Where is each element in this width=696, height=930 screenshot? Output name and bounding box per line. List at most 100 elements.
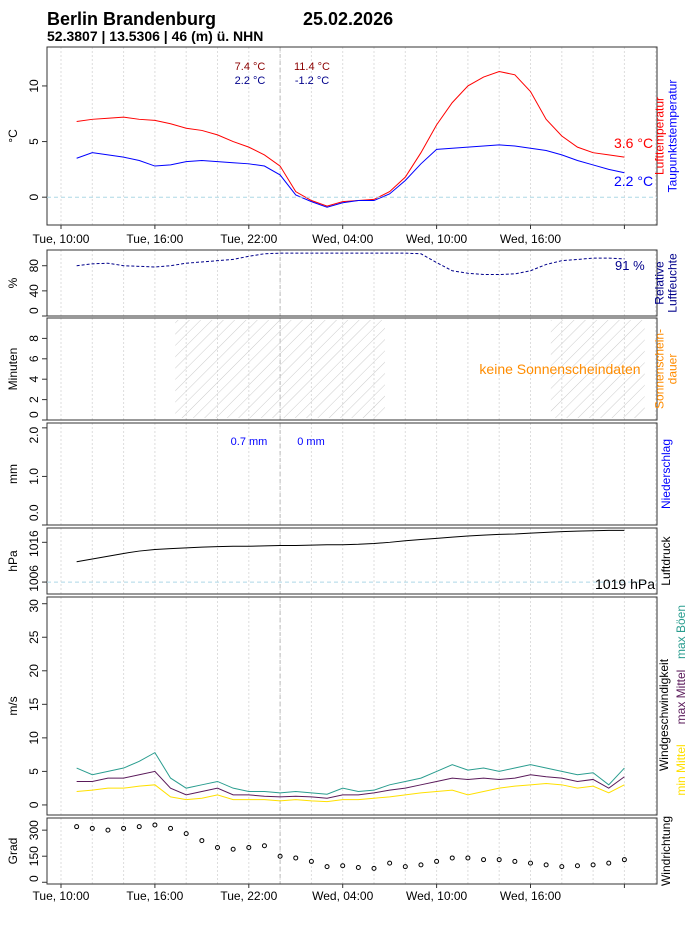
panel-wind_direction: 0 150 300 Grad Windrichtung Tue, 10:00 Tue, 16… xyxy=(6,816,673,903)
night-hatch xyxy=(175,320,385,418)
direction-point xyxy=(293,855,299,861)
y-axis-label: % xyxy=(6,277,20,288)
series-taupunkt xyxy=(76,144,625,208)
y-axis-label: m/s xyxy=(6,696,20,715)
y-tick-label: 0 xyxy=(27,194,41,201)
legend-label: max Böen xyxy=(674,605,688,659)
y-axis-label: mm xyxy=(6,464,20,484)
series-luftdruck xyxy=(76,529,625,563)
y-tick-label: 150 xyxy=(27,846,41,866)
x-tick-label: Wed, 04:00 xyxy=(312,232,373,246)
precip-day1: 0.7 mm xyxy=(231,436,268,448)
y-tick-label: 2.0 xyxy=(27,427,41,444)
x-tick-label: Tue, 10:00 xyxy=(33,232,90,246)
y-tick-label: 6 xyxy=(27,355,41,362)
plot-frame xyxy=(46,422,658,526)
y-tick-label: 1016 xyxy=(27,530,41,557)
y-tick-label: 8 xyxy=(27,335,41,342)
direction-point xyxy=(387,860,393,866)
direction-point xyxy=(89,825,95,831)
x-tick-label: Wed, 04:00 xyxy=(312,889,373,903)
direction-point xyxy=(434,858,440,864)
panel-humidity: 0 40 80% 91 % Relative Luftfeuchte xyxy=(6,249,680,317)
legend-label: Lufttemperatur xyxy=(653,97,667,175)
y-tick-label: 1006 xyxy=(27,565,41,592)
x-tick-label: Tue, 16:00 xyxy=(126,232,183,246)
direction-point xyxy=(449,855,455,861)
legend-label: Windgeschwindigkeit xyxy=(657,658,671,771)
annotation-temp-day1: 7.4 °C xyxy=(235,61,266,73)
annotation-temp-day2: 11.4 °C xyxy=(294,61,330,73)
y-tick-label: 0 xyxy=(27,801,41,808)
direction-point xyxy=(277,853,283,859)
direction-point xyxy=(152,822,158,828)
x-tick-label: Tue, 22:00 xyxy=(220,232,277,246)
direction-point xyxy=(121,825,127,831)
y-tick-label: 300 xyxy=(27,820,41,840)
legend-label: dauer xyxy=(666,354,680,385)
direction-point xyxy=(340,863,346,869)
plot-frame xyxy=(46,249,658,317)
direction-point xyxy=(606,860,612,866)
panel-precipitation: 0.0 1.0 2.0 mm 0.7 mm 0 mm Niederschlag xyxy=(6,422,673,526)
panel-pressure: 1006 1016 hPa 1019 hPa Luftdruck xyxy=(6,527,673,595)
legend-label: Luftdruck xyxy=(659,535,673,585)
y-tick-label: 4 xyxy=(27,376,41,383)
y-tick-label: 15 xyxy=(27,697,41,711)
x-tick-label: Wed, 16:00 xyxy=(500,232,561,246)
direction-point xyxy=(136,824,142,830)
y-axis-label: Grad xyxy=(6,838,20,865)
station-title: Berlin Brandenburg xyxy=(47,9,216,29)
direction-point xyxy=(74,824,80,830)
legend-label: Niederschlag xyxy=(659,439,673,509)
plot-frame xyxy=(46,817,658,885)
current-temp: 3.6 °C xyxy=(614,135,653,151)
direction-point xyxy=(308,858,314,864)
y-tick-label: 80 xyxy=(27,259,41,273)
x-tick-label: Wed, 10:00 xyxy=(406,232,467,246)
y-tick-label: 5 xyxy=(27,768,41,775)
x-tick-label: Wed, 16:00 xyxy=(500,889,561,903)
series-max-mittel xyxy=(76,770,625,799)
legend-label: Relative xyxy=(653,261,667,305)
series-max-boeen xyxy=(76,751,625,795)
station-coords: 52.3807 | 13.5306 | 46 (m) ü. NHN xyxy=(47,28,263,44)
direction-point xyxy=(512,858,518,864)
legend-label: Luftfeuchte xyxy=(666,253,680,313)
direction-point xyxy=(355,865,361,870)
annotation-dew-day1: 2.2 °C xyxy=(235,75,266,87)
y-tick-label: 0 xyxy=(27,875,41,882)
y-tick-label: 40 xyxy=(27,284,41,298)
direction-point xyxy=(574,863,580,869)
legend-label: Sonnenschein- xyxy=(653,329,667,409)
series-lufttemperatur xyxy=(76,70,625,207)
y-tick-label: 0.0 xyxy=(27,504,41,521)
direction-point xyxy=(168,825,174,831)
y-tick-label: 0 xyxy=(27,411,41,418)
annotation-dew-day2: -1.2 °C xyxy=(295,75,329,87)
direction-point xyxy=(183,831,189,837)
legend-label: Taupunktstemperatur xyxy=(666,80,680,193)
legend-label: min Mittel xyxy=(674,744,688,795)
direction-point xyxy=(261,843,267,849)
y-tick-label: 1.0 xyxy=(27,468,41,485)
night-hatch xyxy=(550,320,645,418)
plot-frame xyxy=(46,317,658,421)
legend-label: max Mittel xyxy=(674,670,688,725)
direction-point xyxy=(590,862,596,868)
no-sunshine-data: keine Sonnenscheindaten xyxy=(479,361,640,377)
direction-point xyxy=(230,846,236,852)
panel-temperature: 0 5 10 °C 7.4 °C 2.2 °C 11.4 °C -1.2 °C 3.6 °C 2.… xyxy=(6,46,680,246)
plot-frame xyxy=(46,46,658,226)
y-axis-label: °C xyxy=(6,129,20,143)
date-title: 25.02.2026 xyxy=(303,9,393,29)
direction-point xyxy=(402,864,408,870)
y-tick-label: 10 xyxy=(27,79,41,93)
direction-point xyxy=(418,862,424,868)
y-tick-label: 25 xyxy=(27,630,41,644)
current-pressure: 1019 hPa xyxy=(595,576,655,592)
current-dew: 2.2 °C xyxy=(614,173,653,189)
current-humidity: 91 % xyxy=(615,258,645,273)
direction-point xyxy=(199,838,205,844)
